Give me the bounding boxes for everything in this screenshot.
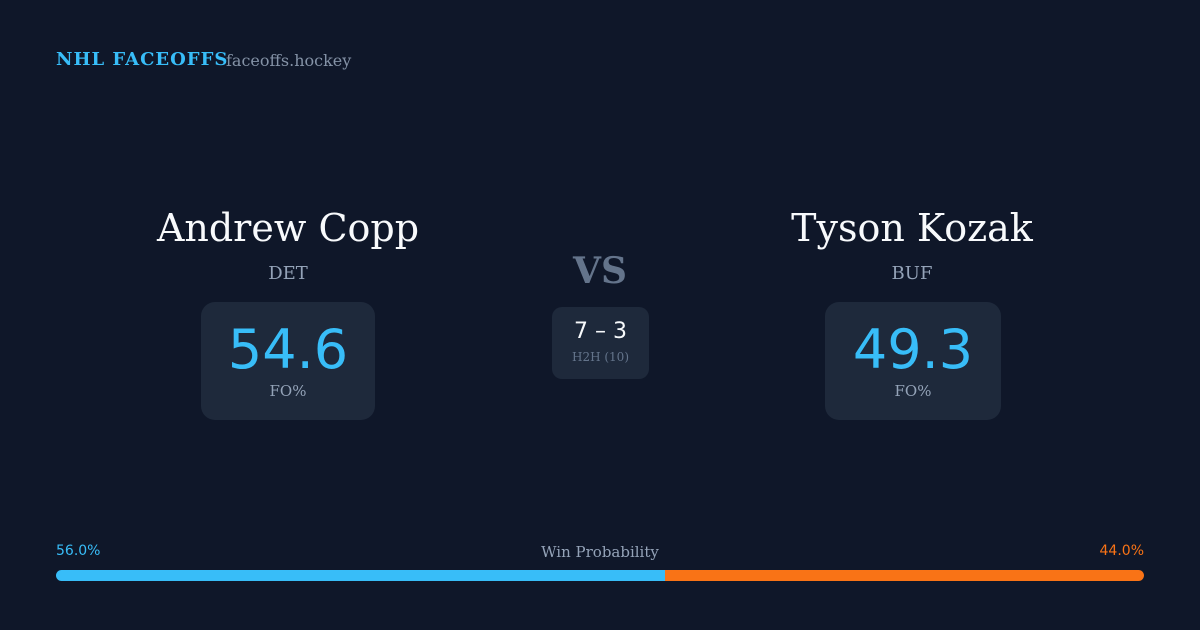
away-probability: 44.0% [1099,543,1144,559]
stat-value: 54.6 [227,318,349,381]
probability-segment [665,570,1144,581]
probability-bar [56,570,1144,581]
h2h-box: 7 – 3 H2H (10) [552,307,649,379]
home-probability: 56.0% [56,543,101,559]
stat-box: 54.6 FO% [201,302,375,420]
player-name: Andrew Copp [156,206,420,250]
brand: NHL FACEOFFS [56,49,229,70]
h2h-score: 7 – 3 [574,319,627,344]
player-team: DET [268,263,308,284]
h2h-label: H2H (10) [571,350,629,364]
stat-label: FO% [269,382,307,400]
player-name: Tyson Kozak [791,206,1033,250]
player-team: BUF [891,263,933,284]
stat-label: FO% [894,382,932,400]
stat-value: 49.3 [852,318,974,381]
versus: VS [573,250,627,292]
win-probability-title: Win Probability [541,543,659,561]
site: faceoffs.hockey [226,51,352,70]
stat-box: 49.3 FO% [825,302,1001,420]
probability-segment [56,570,666,581]
